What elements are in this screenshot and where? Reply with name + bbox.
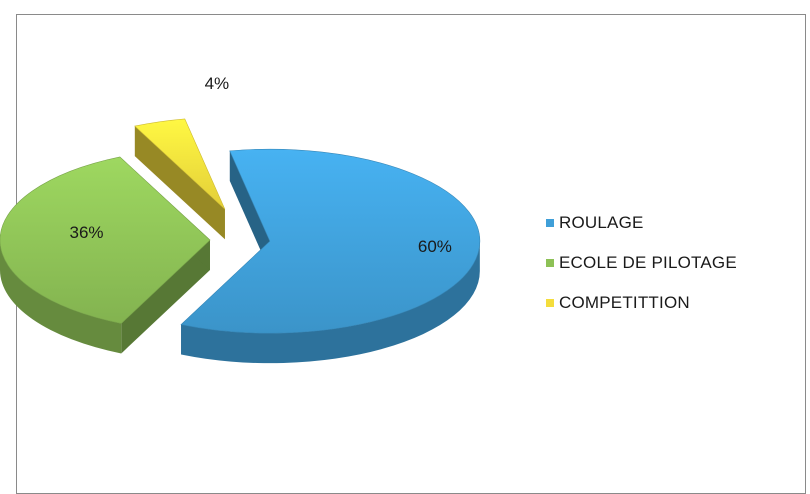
pie-slice-top [180, 148, 481, 334]
data-label-competittion: 4% [205, 74, 230, 93]
legend-label-ecole-de-pilotage: ECOLE DE PILOTAGE [559, 253, 737, 272]
pie-slice-competittion [134, 118, 226, 240]
legend: ROULAGE ECOLE DE PILOTAGE COMPETITTION [546, 203, 737, 323]
pie-slice-roulage [180, 148, 481, 364]
legend-item-roulage: ROULAGE [546, 203, 737, 243]
pie-slice-wall [229, 150, 270, 272]
pie-slice-wall [134, 126, 225, 240]
data-label-ecole-de-pilotage: 36% [69, 223, 103, 242]
data-label-roulage: 60% [418, 237, 452, 256]
pie-slice-top [0, 156, 211, 324]
pie-slice-side [0, 240, 122, 354]
legend-item-competittion: COMPETITTION [546, 283, 737, 323]
legend-label-roulage: ROULAGE [559, 213, 644, 232]
pie-slice-side [181, 241, 480, 364]
pie-slice-wall [121, 240, 211, 354]
legend-label-competittion: COMPETITTION [559, 293, 690, 312]
legend-item-ecole-de-pilotage: ECOLE DE PILOTAGE [546, 243, 737, 283]
legend-swatch-ecole-de-pilotage [546, 259, 554, 267]
legend-swatch-roulage [546, 219, 554, 227]
pie-slice-top [134, 118, 226, 210]
pie-slice-ecole-de-pilotage [0, 156, 211, 354]
legend-swatch-competittion [546, 299, 554, 307]
